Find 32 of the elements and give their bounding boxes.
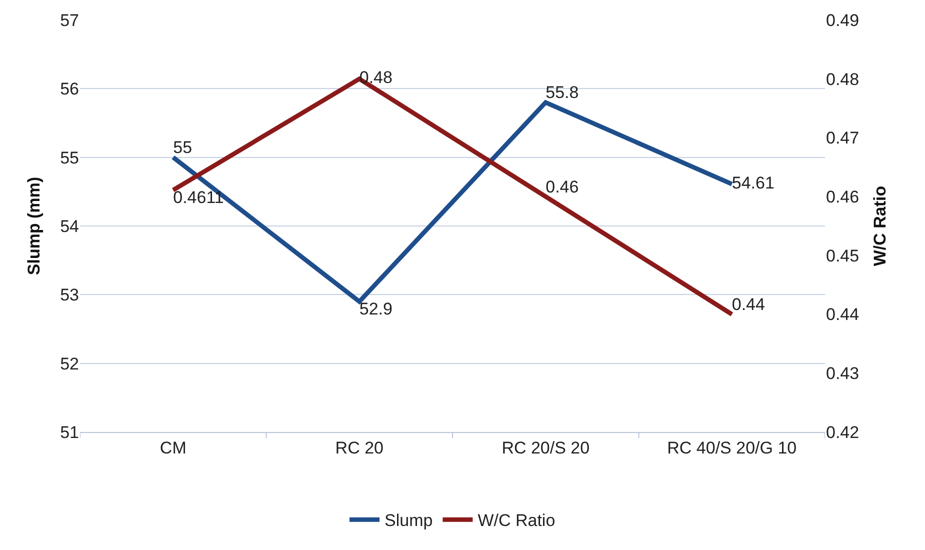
y2-axis-title: W/C Ratio — [870, 186, 890, 266]
y2-tick-label: 0.44 — [826, 305, 860, 324]
y2-tick-label: 0.46 — [826, 188, 860, 207]
y2-tick-label: 0.43 — [826, 364, 860, 384]
data-label: 0.44 — [732, 295, 765, 314]
x-tick-label: CM — [160, 438, 186, 458]
y-tick-label: 52 — [60, 354, 79, 374]
line-series — [170, 100, 734, 304]
data-label: 55.8 — [546, 83, 579, 102]
x-tick-label: RC 40/S 20/G 10 — [667, 438, 797, 458]
x-tick-label: RC 20 — [335, 438, 384, 458]
y-tick-label: 54 — [60, 216, 79, 236]
data-label: 54.61 — [732, 173, 774, 192]
y-axis-title: Slump (mm) — [24, 176, 44, 276]
y2-tick-label: 0.45 — [826, 246, 860, 266]
y-tick-label: 51 — [60, 422, 79, 442]
y-tick-label: 53 — [60, 286, 79, 305]
y-tick-label: 56 — [60, 80, 79, 99]
data-label: 0.4611 — [173, 188, 224, 207]
legend-label: W/C Ratio — [478, 511, 556, 530]
x-tick-label: RC 20/S 20 — [502, 438, 590, 458]
data-label: 0.46 — [546, 177, 579, 196]
y-tick-label: 55 — [60, 148, 79, 168]
y-tick-label: 57 — [60, 10, 79, 30]
legend-label: Slump — [384, 511, 433, 530]
y2-tick-label: 0.48 — [826, 70, 860, 89]
data-label: 55 — [173, 138, 192, 158]
y2-tick-label: 0.49 — [826, 10, 860, 30]
data-label: 0.48 — [359, 68, 392, 88]
y2-tick-label: 0.42 — [826, 422, 860, 442]
y2-tick-label: 0.47 — [826, 128, 860, 148]
data-label: 52.9 — [359, 299, 392, 318]
